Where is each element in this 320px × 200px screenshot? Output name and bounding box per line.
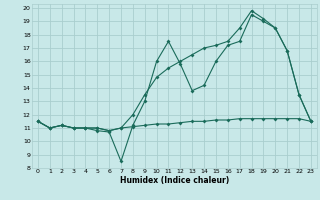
X-axis label: Humidex (Indice chaleur): Humidex (Indice chaleur): [120, 176, 229, 185]
